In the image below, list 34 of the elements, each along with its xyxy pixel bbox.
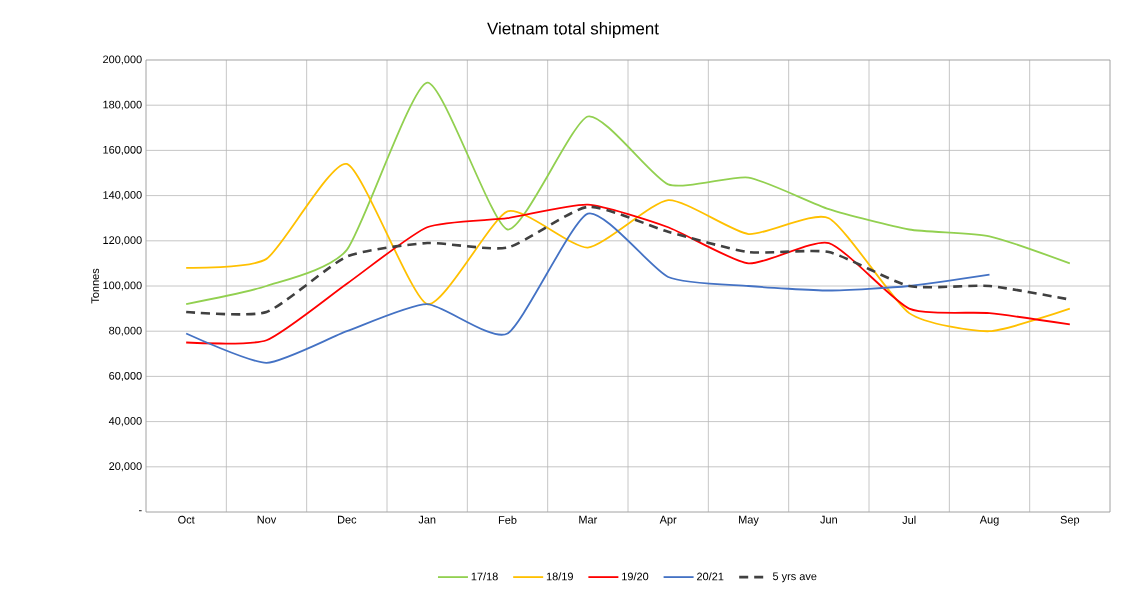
y-tick-label: 40,000 [108, 417, 142, 427]
legend-label: 18/19 [546, 572, 573, 581]
chart-title: Vietnam total shipment [487, 22, 659, 38]
y-tick-label: 80,000 [109, 326, 142, 336]
x-tick-label: Apr [659, 515, 677, 526]
y-tick-label: 160,000 [103, 145, 142, 155]
y-tick-label: 180,000 [103, 100, 142, 110]
y-tick-label: 200,000 [103, 55, 142, 65]
x-tick-label: Jun [820, 515, 837, 524]
line-series [185, 212, 991, 364]
x-tick-label: Jul [902, 515, 916, 524]
legend-label: 5 yrs ave [772, 572, 817, 583]
x-tick-label: Feb [498, 515, 517, 524]
x-tick-label: Nov [257, 515, 277, 524]
x-tick-label: May [739, 515, 759, 526]
y-tick-label: 100,000 [103, 281, 142, 291]
x-tick-label: Dec [338, 515, 357, 524]
x-tick-label: Mar [579, 515, 598, 524]
line-series [185, 81, 1071, 305]
y-tick-label: 20,000 [109, 462, 142, 472]
x-tick-label: Jan [418, 515, 436, 524]
y-tick-label: 140,000 [103, 191, 142, 201]
legend-label: 20/21 [697, 572, 724, 581]
legend-label: 17/18 [471, 572, 498, 581]
x-tick-label: Sep [1060, 515, 1080, 526]
x-tick-label: Aug [979, 515, 999, 526]
y-tick-label: 60,000 [109, 371, 142, 381]
line-series [185, 163, 1071, 333]
legend-label: 19/20 [622, 572, 649, 581]
y-tick-label: 120,000 [103, 236, 142, 246]
y-axis-title: Tonnes [91, 268, 100, 304]
x-tick-label: Oct [178, 515, 195, 524]
y-tick-label: - [138, 510, 142, 512]
line-series [185, 203, 1071, 345]
